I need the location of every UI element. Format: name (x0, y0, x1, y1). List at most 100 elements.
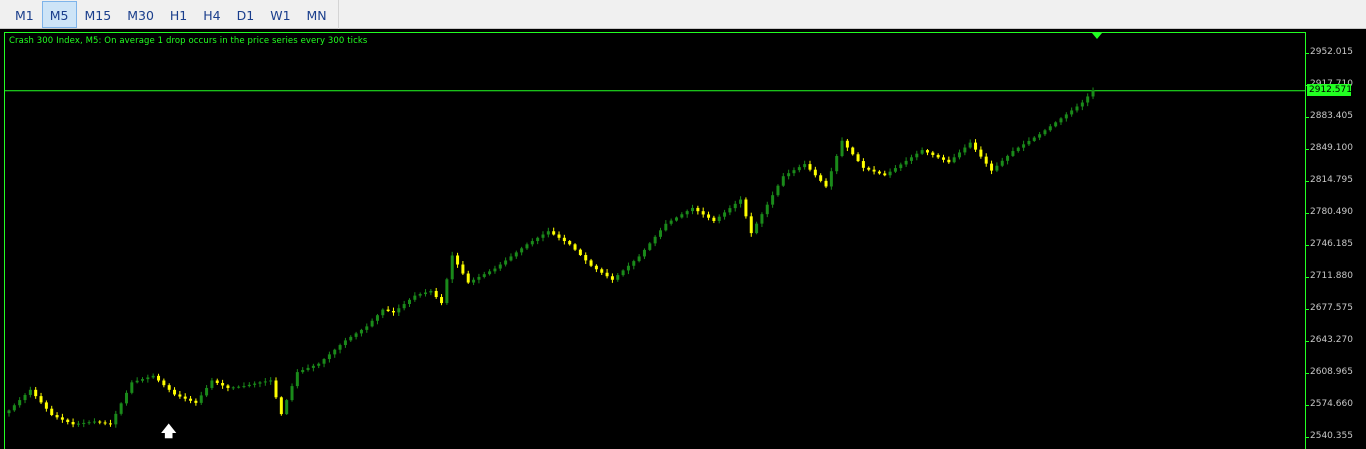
bull-candle (370, 320, 374, 327)
bull-candle (632, 261, 636, 266)
bear-candle (578, 249, 582, 256)
price-axis[interactable]: 2952.0152917.7102883.4052849.1002814.795… (1306, 32, 1366, 449)
bear-candle (183, 396, 187, 399)
bull-candle (7, 410, 11, 414)
bear-candle (744, 199, 748, 217)
bull-candle (1043, 130, 1047, 135)
bull-candle (1064, 114, 1068, 119)
timeframe-button-mn[interactable]: MN (306, 7, 327, 23)
bear-candle (931, 152, 935, 155)
price-tick-label: 2540.355 (1310, 431, 1353, 441)
bull-candle (408, 299, 411, 305)
bull-candle (995, 165, 999, 171)
bull-candle (541, 234, 545, 238)
bull-candle (18, 400, 22, 406)
bear-candle (221, 382, 225, 386)
bull-candle (685, 211, 689, 215)
arrow-up-icon: 🡅 (161, 422, 177, 440)
bull-candle (776, 185, 780, 196)
bull-candle (733, 203, 737, 209)
bear-candle (925, 150, 929, 153)
bear-candle (173, 389, 177, 395)
bear-candle (391, 311, 395, 313)
bear-candle (974, 142, 978, 150)
bull-candle (349, 336, 353, 341)
bull-candle (146, 377, 150, 380)
price-tick-mark (1306, 277, 1309, 278)
bear-candle (189, 398, 193, 401)
bull-candle (835, 156, 839, 172)
bear-candle (66, 419, 70, 423)
bull-candle (787, 173, 791, 177)
bull-candle (253, 383, 257, 385)
bull-candle (130, 382, 134, 393)
price-tick-label: 2643.270 (1310, 335, 1353, 345)
bull-candle (418, 294, 422, 296)
timeframe-button-h4[interactable]: H4 (203, 7, 221, 23)
bear-candle (749, 216, 753, 234)
bull-candle (205, 387, 209, 396)
bull-candle (669, 220, 673, 224)
bear-candle (44, 402, 48, 409)
bear-candle (167, 385, 171, 390)
bull-candle (915, 153, 919, 158)
timeframe-button-m30[interactable]: M30 (127, 7, 154, 23)
bear-candle (872, 169, 876, 172)
bear-candle (883, 173, 887, 176)
chart-shift-marker-icon[interactable] (1092, 33, 1102, 39)
bull-candle (354, 333, 358, 337)
bear-candle (557, 234, 561, 238)
bull-candle (322, 359, 326, 364)
price-tick-mark (1306, 181, 1309, 182)
bull-candle (893, 168, 897, 172)
bear-candle (712, 217, 716, 221)
bull-candle (1070, 110, 1074, 115)
price-tick-mark (1306, 53, 1309, 54)
bear-candle (861, 161, 865, 168)
bull-candle (1000, 160, 1004, 166)
bull-candle (12, 405, 16, 411)
bull-candle (958, 152, 962, 158)
timeframe-button-h1[interactable]: H1 (169, 7, 188, 23)
bear-candle (440, 297, 444, 304)
bear-candle (274, 380, 278, 398)
bull-candle (231, 387, 235, 389)
bull-candle (1016, 147, 1020, 152)
bull-candle (92, 421, 96, 423)
bear-candle (178, 394, 182, 397)
bull-candle (739, 199, 743, 204)
bull-candle (1054, 122, 1058, 127)
bear-candle (808, 164, 812, 170)
bull-candle (904, 160, 908, 165)
bear-candle (984, 156, 988, 164)
price-tick-label: 2711.880 (1310, 271, 1353, 281)
bull-candle (637, 256, 641, 262)
candlestick-plot[interactable] (5, 33, 1305, 449)
bull-candle (920, 150, 924, 154)
timeframe-button-m1[interactable]: M1 (15, 7, 34, 23)
timeframe-button-d1[interactable]: D1 (236, 7, 255, 23)
bull-candle (781, 176, 785, 186)
bull-candle (1032, 137, 1036, 141)
bull-candle (306, 367, 310, 371)
timeframe-button-m5[interactable]: M5 (41, 0, 77, 28)
bull-candle (135, 380, 139, 383)
bull-candle (82, 422, 86, 424)
bear-candle (215, 380, 219, 383)
timeframe-button-w1[interactable]: W1 (270, 7, 291, 23)
bull-candle (755, 223, 759, 234)
bull-candle (530, 241, 534, 245)
bid-price-label: 2912.571 (1307, 83, 1352, 96)
bull-candle (498, 264, 502, 269)
bear-candle (461, 264, 465, 274)
bear-candle (573, 244, 577, 250)
price-chart[interactable]: Crash 300 Index, M5: On average 1 drop o… (4, 32, 1306, 449)
bear-candle (39, 396, 43, 403)
bull-candle (285, 400, 289, 415)
bear-candle (55, 415, 59, 418)
bull-candle (375, 315, 379, 321)
bull-candle (691, 207, 695, 212)
price-tick-mark (1306, 245, 1309, 246)
timeframe-button-m15[interactable]: M15 (84, 7, 112, 23)
bull-candle (509, 256, 513, 261)
